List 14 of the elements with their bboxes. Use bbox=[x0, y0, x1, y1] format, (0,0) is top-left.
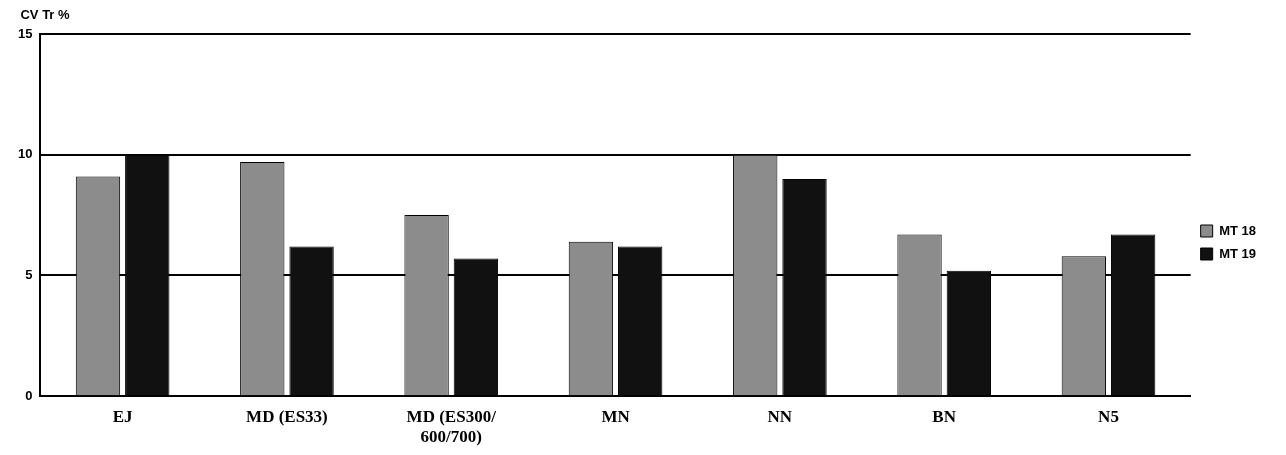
x-tick-label: MD (ES33) bbox=[246, 406, 328, 426]
x-tick-label: MN bbox=[601, 406, 631, 426]
y-tick-label: 15 bbox=[17, 25, 33, 41]
y-tick-label: 5 bbox=[25, 267, 33, 283]
x-tick-label: NN bbox=[767, 406, 793, 426]
y-tick-label: 0 bbox=[25, 387, 33, 403]
legend-label: MT 19 bbox=[1219, 245, 1256, 261]
x-tick-label: MD (ES300/600/700) bbox=[406, 406, 497, 447]
y-axis-title: CV Tr % bbox=[20, 7, 71, 23]
legend-label: MT 18 bbox=[1219, 222, 1256, 238]
x-tick-label: EJ bbox=[112, 406, 134, 426]
y-tick-label: 10 bbox=[17, 146, 33, 162]
x-tick-label: N5 bbox=[1098, 406, 1119, 426]
x-tick-label: BN bbox=[932, 406, 957, 426]
